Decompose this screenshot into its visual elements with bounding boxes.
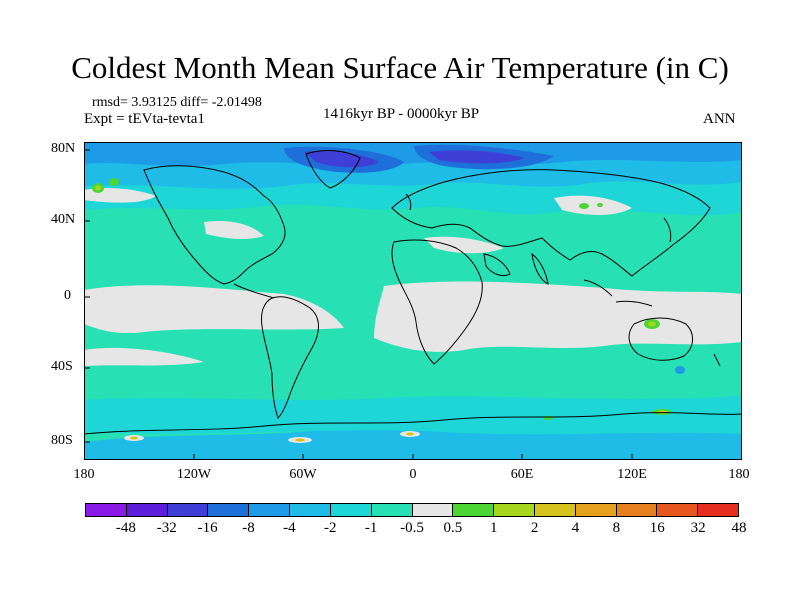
lat-label-0: 0 [64,288,71,303]
colorbar-label: -1 [364,520,378,536]
colorbar-label: 8 [612,520,621,536]
colorbar-label: 48 [731,520,747,536]
colorbar-label: 32 [690,520,706,536]
lon-label-60e: 60E [510,467,534,482]
colorbar-label: 4 [571,520,580,536]
lat-label-80n: 80N [51,141,76,156]
experiment-label: Expt = tEVta-tevta1 [84,111,205,127]
colorbar-label: -16 [197,520,218,536]
colorbar-swatch [330,504,372,516]
lon-label-180w: 180 [73,467,95,482]
lon-label-180e: 180 [728,467,750,482]
colorbar-swatch [167,504,209,516]
colorbar-label: 1 [490,520,498,536]
colorbar-swatch [494,504,535,516]
colorbar-swatch [616,504,658,516]
colorbar-label: -2 [324,520,337,536]
map-title: Coldest Month Mean Surface Air Temperatu… [71,50,729,85]
colorbar-label: 0.5 [443,520,463,536]
lon-label-0: 0 [409,467,417,482]
colorbar-label: -0.5 [400,520,424,536]
stats-label: rmsd= 3.93125 diff= -2.01498 [92,95,262,110]
lat-label-80s: 80S [51,433,73,448]
colorbar-label: -8 [242,520,255,536]
colorbar-label: 16 [649,520,665,536]
colorbar-swatch [534,504,576,516]
colorbar-label: -48 [115,520,136,536]
lon-label-120e: 120E [617,467,647,482]
colorbar-swatch [657,504,699,516]
colorbar [85,503,739,517]
lat-label-40s: 40S [51,359,73,374]
colorbar-swatch [371,504,413,516]
lon-label-120w: 120W [176,467,212,482]
colorbar-swatch [575,504,617,516]
colorbar-swatch [412,504,454,516]
colorbar-label: 2 [530,520,539,536]
colorbar-label: -32 [156,520,177,536]
period-label: 1416kyr BP - 0000kyr BP [323,106,480,122]
lat-label-40n: 40N [51,212,76,227]
lon-label-60w: 60W [289,467,317,482]
colorbar-swatch [290,504,331,516]
colorbar-swatch [453,504,495,516]
colorbar-swatch [208,504,250,516]
colorbar-swatch [698,504,738,516]
colorbar-swatch [86,504,127,516]
temperature-map [84,142,742,460]
colorbar-swatch [126,504,168,516]
colorbar-label: -4 [283,520,296,536]
colorbar-swatch [249,504,291,516]
season-label: ANN [703,111,736,127]
